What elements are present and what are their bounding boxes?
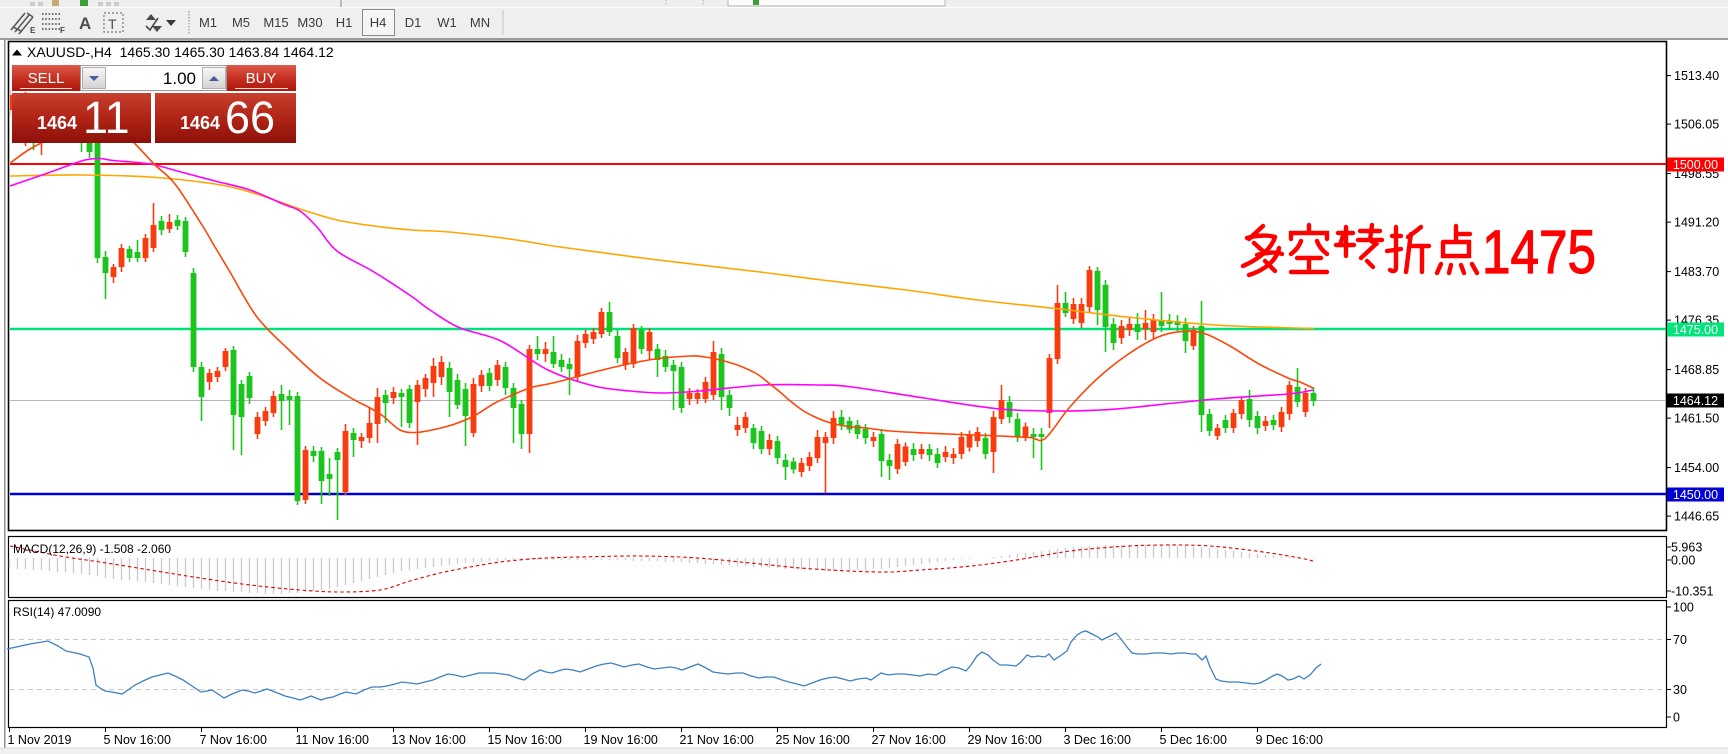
svg-text:19 Nov 16:00: 19 Nov 16:00: [584, 733, 658, 747]
svg-text:5.963: 5.963: [1671, 541, 1702, 555]
svg-text:H1: H1: [336, 15, 353, 30]
svg-text:SELL: SELL: [28, 70, 65, 87]
svg-text:MN: MN: [470, 15, 490, 30]
svg-text:1506.05: 1506.05: [1674, 118, 1719, 132]
svg-text:A: A: [79, 14, 91, 33]
svg-text:BUY: BUY: [246, 70, 277, 87]
svg-text:1491.20: 1491.20: [1674, 216, 1719, 230]
svg-text:MACD(12,26,9) -1.508 -2.060: MACD(12,26,9) -1.508 -2.060: [13, 542, 171, 556]
svg-text:1446.65: 1446.65: [1674, 510, 1719, 524]
svg-text:5 Nov 16:00: 5 Nov 16:00: [104, 733, 171, 747]
svg-text:9 Dec 16:00: 9 Dec 16:00: [1256, 733, 1323, 747]
svg-text:1513.40: 1513.40: [1674, 69, 1719, 83]
svg-text:30: 30: [1673, 683, 1687, 697]
svg-text:M15: M15: [263, 15, 288, 30]
svg-text:RSI(14) 47.0090: RSI(14) 47.0090: [13, 605, 101, 619]
svg-text:11 Nov 16:00: 11 Nov 16:00: [296, 733, 369, 747]
svg-text:1.00: 1.00: [163, 69, 196, 88]
svg-text:F: F: [60, 26, 65, 35]
svg-text:H4: H4: [370, 15, 387, 30]
svg-text:1483.70: 1483.70: [1674, 265, 1719, 279]
svg-text:15 Nov 16:00: 15 Nov 16:00: [488, 733, 562, 747]
svg-text:D1: D1: [405, 15, 422, 30]
svg-text:100: 100: [1673, 601, 1694, 615]
svg-text:T: T: [108, 16, 117, 32]
svg-text:-10.351: -10.351: [1671, 585, 1713, 599]
svg-text:25 Nov 16:00: 25 Nov 16:00: [776, 733, 850, 747]
svg-text:13 Nov 16:00: 13 Nov 16:00: [392, 733, 466, 747]
svg-text:M5: M5: [232, 15, 250, 30]
svg-text:66: 66: [225, 92, 275, 143]
svg-text:E: E: [30, 26, 36, 35]
svg-text:70: 70: [1673, 633, 1687, 647]
svg-text:1464: 1464: [180, 113, 220, 133]
svg-text:1475: 1475: [1482, 218, 1596, 286]
svg-text:M30: M30: [297, 15, 322, 30]
svg-text:0: 0: [1673, 711, 1680, 725]
svg-text:29 Nov 16:00: 29 Nov 16:00: [968, 733, 1042, 747]
svg-text:M1: M1: [199, 15, 217, 30]
svg-text:1464.12: 1464.12: [1673, 394, 1718, 408]
svg-text:1500.00: 1500.00: [1673, 158, 1718, 172]
svg-text:11: 11: [83, 92, 130, 143]
svg-text:3 Dec 16:00: 3 Dec 16:00: [1064, 733, 1131, 747]
svg-text:1461.50: 1461.50: [1674, 412, 1719, 426]
svg-text:1468.85: 1468.85: [1674, 363, 1719, 377]
svg-text:1450.00: 1450.00: [1673, 488, 1718, 502]
svg-text:21 Nov 16:00: 21 Nov 16:00: [680, 733, 754, 747]
svg-text:1 Nov 2019: 1 Nov 2019: [8, 733, 72, 747]
svg-text:5 Dec 16:00: 5 Dec 16:00: [1160, 733, 1227, 747]
svg-text:0.00: 0.00: [1671, 554, 1695, 568]
svg-text:27 Nov 16:00: 27 Nov 16:00: [872, 733, 946, 747]
svg-text:1475.00: 1475.00: [1673, 323, 1718, 337]
svg-text:1464: 1464: [37, 113, 77, 133]
svg-text:1454.00: 1454.00: [1674, 461, 1719, 475]
svg-text:W1: W1: [437, 15, 457, 30]
svg-text:XAUUSD-,H4 1465.30 1465.30 14: XAUUSD-,H4 1465.30 1465.30 1463.84 1464.…: [27, 44, 334, 60]
svg-text:7 Nov 16:00: 7 Nov 16:00: [200, 733, 267, 747]
